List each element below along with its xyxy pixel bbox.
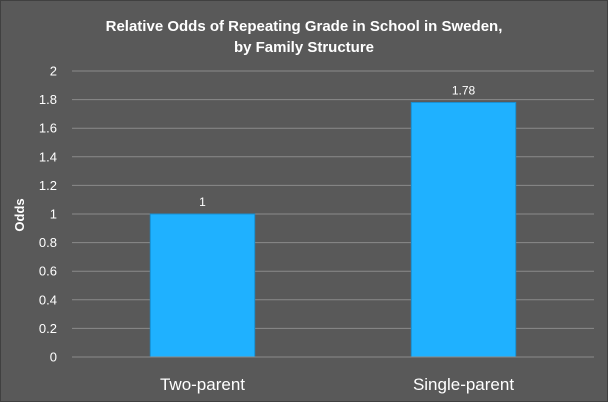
y-tick-label: 0.4 xyxy=(39,292,57,307)
x-category-label: Two-parent xyxy=(160,375,245,394)
y-tick-label: 0 xyxy=(50,350,57,365)
data-label: 1.78 xyxy=(452,83,476,97)
bar-two-parent xyxy=(149,213,256,358)
bar-single-parent xyxy=(410,101,517,358)
y-tick-label: 2 xyxy=(50,64,57,79)
y-tick-label: 0.8 xyxy=(39,235,57,250)
y-tick-label: 1.4 xyxy=(39,149,57,164)
x-category-label: Single-parent xyxy=(413,375,514,394)
y-axis-title: Odds xyxy=(12,198,27,231)
y-axis-ticks: 0 0.2 0.4 0.6 0.8 1 1.2 1.4 1.6 1.8 2 xyxy=(39,64,57,365)
chart-title-line-1: Relative Odds of Repeating Grade in Scho… xyxy=(106,18,503,35)
data-label: 1 xyxy=(199,195,206,209)
x-axis-categories: Two-parent Single-parent xyxy=(160,375,514,394)
bars xyxy=(149,101,517,358)
y-tick-label: 1.6 xyxy=(39,121,57,136)
chart-title-line-2: by Family Structure xyxy=(234,39,374,56)
y-tick-label: 1 xyxy=(50,207,57,222)
y-tick-label: 0.2 xyxy=(39,321,57,336)
y-tick-label: 0.6 xyxy=(39,264,57,279)
y-tick-label: 1.8 xyxy=(39,92,57,107)
data-labels: 11.78 xyxy=(199,83,475,209)
y-tick-label: 1.2 xyxy=(39,178,57,193)
